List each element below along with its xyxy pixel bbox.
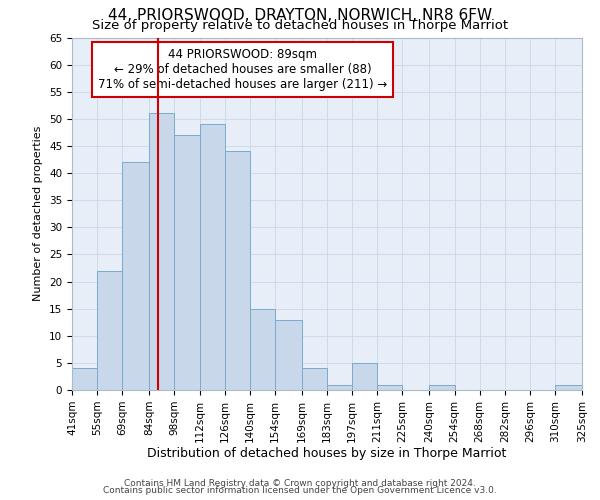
Bar — [327, 384, 352, 390]
Bar — [122, 162, 149, 390]
Bar — [224, 152, 250, 390]
Bar — [199, 124, 224, 390]
Text: Contains HM Land Registry data © Crown copyright and database right 2024.: Contains HM Land Registry data © Crown c… — [124, 478, 476, 488]
Bar — [430, 384, 455, 390]
Bar — [555, 384, 582, 390]
Bar — [377, 384, 403, 390]
Bar — [175, 135, 199, 390]
Bar — [72, 368, 97, 390]
Bar — [250, 308, 275, 390]
Text: Size of property relative to detached houses in Thorpe Marriot: Size of property relative to detached ho… — [92, 19, 508, 32]
Y-axis label: Number of detached properties: Number of detached properties — [34, 126, 43, 302]
Bar — [302, 368, 327, 390]
Text: Contains public sector information licensed under the Open Government Licence v3: Contains public sector information licen… — [103, 486, 497, 495]
X-axis label: Distribution of detached houses by size in Thorpe Marriot: Distribution of detached houses by size … — [148, 448, 506, 460]
Text: 44 PRIORSWOOD: 89sqm
← 29% of detached houses are smaller (88)
71% of semi-detac: 44 PRIORSWOOD: 89sqm ← 29% of detached h… — [98, 48, 388, 91]
Bar — [275, 320, 302, 390]
Bar — [97, 270, 122, 390]
Text: 44, PRIORSWOOD, DRAYTON, NORWICH, NR8 6FW: 44, PRIORSWOOD, DRAYTON, NORWICH, NR8 6F… — [108, 8, 492, 23]
Bar — [149, 114, 175, 390]
Bar — [352, 363, 377, 390]
